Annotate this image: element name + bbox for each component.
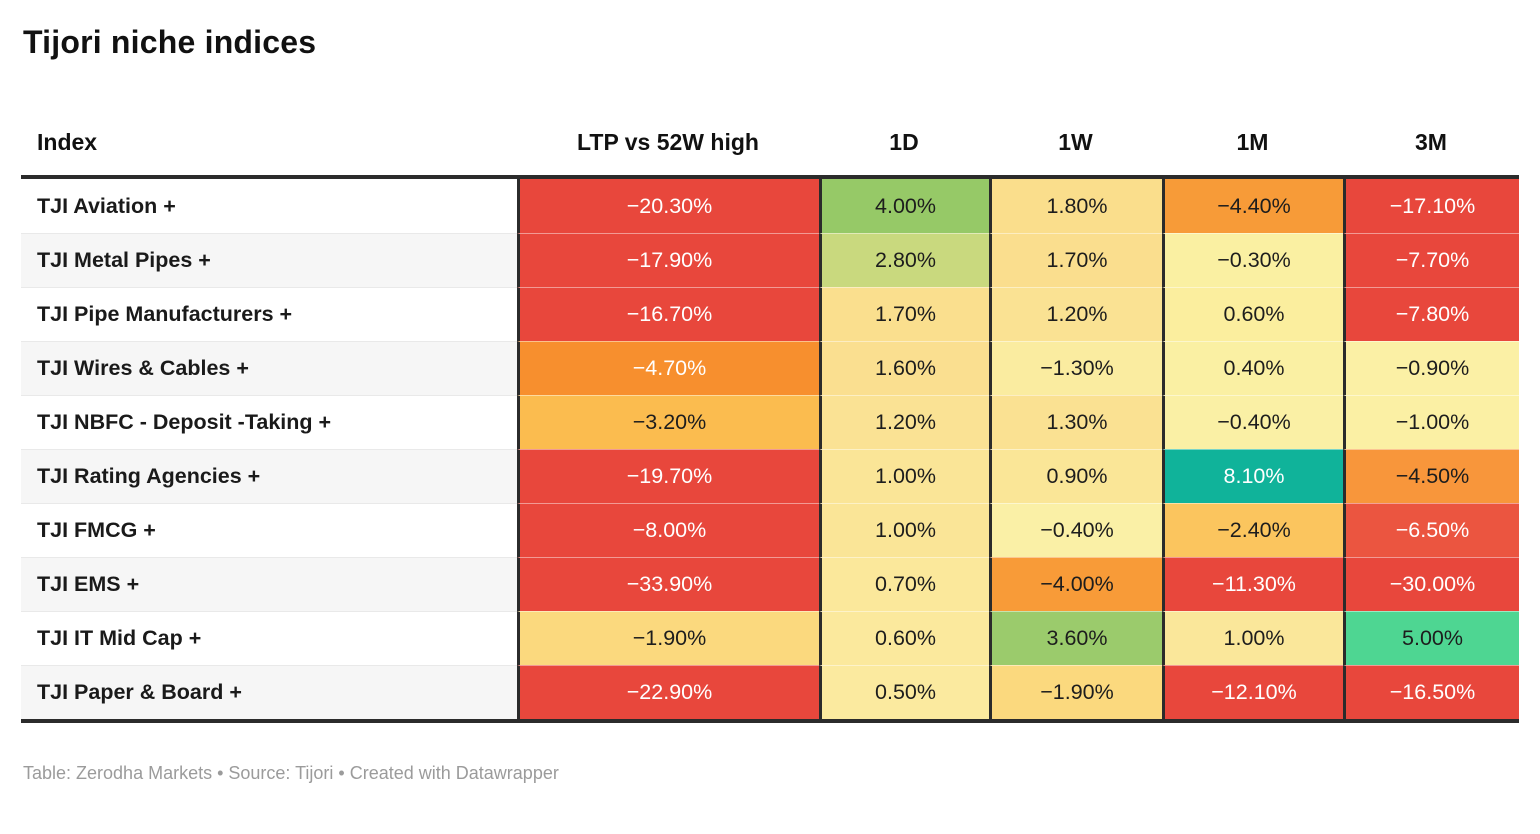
index-label: TJI IT Mid Cap + xyxy=(21,611,517,665)
value-cell: 2.80% xyxy=(819,233,989,287)
value-cell: −4.40% xyxy=(1162,179,1343,233)
value-cell: −19.70% xyxy=(517,449,819,503)
index-label: TJI Pipe Manufacturers + xyxy=(21,287,517,341)
value-cell: −1.90% xyxy=(517,611,819,665)
value-cell: −4.00% xyxy=(989,557,1162,611)
index-label: TJI Wires & Cables + xyxy=(21,341,517,395)
value-cell: 8.10% xyxy=(1162,449,1343,503)
value-cell: −17.10% xyxy=(1343,179,1519,233)
value-cell: −22.90% xyxy=(517,665,819,719)
value-cell: −12.10% xyxy=(1162,665,1343,719)
value-cell: 1.20% xyxy=(819,395,989,449)
value-cell: −8.00% xyxy=(517,503,819,557)
value-cell: 1.60% xyxy=(819,341,989,395)
value-cell: −3.20% xyxy=(517,395,819,449)
value-cell: 1.20% xyxy=(989,287,1162,341)
table-body: TJI Aviation + −20.30% 4.00% 1.80% −4.40% −17… xyxy=(21,179,1519,719)
value-cell: −4.70% xyxy=(517,341,819,395)
value-cell: 1.70% xyxy=(819,287,989,341)
table-footer-credit: Table: Zerodha Markets • Source: Tijori … xyxy=(23,763,559,783)
value-cell: −6.50% xyxy=(1343,503,1519,557)
datawrapper-table-page: Tijori niche indices Index LTP vs 52W hig… xyxy=(0,24,1540,834)
value-cell: 0.60% xyxy=(819,611,989,665)
table-row: TJI Paper & Board + −22.90% 0.50% −1.90% −12… xyxy=(21,665,1519,719)
table-row: TJI Rating Agencies + −19.70% 1.00% 0.90% 8.… xyxy=(21,449,1519,503)
value-cell: −0.30% xyxy=(1162,233,1343,287)
column-header-3m: 3M xyxy=(1415,128,1447,155)
value-cell: 0.60% xyxy=(1162,287,1343,341)
value-cell: 1.70% xyxy=(989,233,1162,287)
value-cell: −17.90% xyxy=(517,233,819,287)
value-cell: −7.80% xyxy=(1343,287,1519,341)
table-row: TJI FMCG + −8.00% 1.00% −0.40% −2.40% −6.50% xyxy=(21,503,1519,557)
value-cell: −11.30% xyxy=(1162,557,1343,611)
value-cell: 4.00% xyxy=(819,179,989,233)
table-row: TJI Aviation + −20.30% 4.00% 1.80% −4.40% −17… xyxy=(21,179,1519,233)
table-row: TJI EMS + −33.90% 0.70% −4.00% −11.30% −30.00… xyxy=(21,557,1519,611)
value-cell: −16.70% xyxy=(517,287,819,341)
value-cell: −16.50% xyxy=(1343,665,1519,719)
index-label: TJI Rating Agencies + xyxy=(21,449,517,503)
table-row: TJI Metal Pipes + −17.90% 2.80% 1.70% −0.30%… xyxy=(21,233,1519,287)
column-header-1w: 1W xyxy=(1058,128,1093,155)
value-cell: 1.30% xyxy=(989,395,1162,449)
table-row: TJI Wires & Cables + −4.70% 1.60% −1.30% 0.4… xyxy=(21,341,1519,395)
page-title: Tijori niche indices xyxy=(23,24,317,60)
value-cell: −20.30% xyxy=(517,179,819,233)
table-row: TJI NBFC - Deposit -Taking + −3.20% 1.20% 1… xyxy=(21,395,1519,449)
index-label: TJI NBFC - Deposit -Taking + xyxy=(21,395,517,449)
index-label: TJI Metal Pipes + xyxy=(21,233,517,287)
table-row: TJI IT Mid Cap + −1.90% 0.60% 3.60% 1.00% 5.0… xyxy=(21,611,1519,665)
value-cell: 3.60% xyxy=(989,611,1162,665)
value-cell: −0.90% xyxy=(1343,341,1519,395)
value-cell: 0.50% xyxy=(819,665,989,719)
value-cell: 0.70% xyxy=(819,557,989,611)
value-cell: −33.90% xyxy=(517,557,819,611)
value-cell: −7.70% xyxy=(1343,233,1519,287)
value-cell: 1.00% xyxy=(1162,611,1343,665)
value-cell: 1.00% xyxy=(819,503,989,557)
value-cell: −1.30% xyxy=(989,341,1162,395)
value-cell: −30.00% xyxy=(1343,557,1519,611)
column-header-ltp-vs-52w-high: LTP vs 52W high xyxy=(577,128,759,155)
value-cell: −2.40% xyxy=(1162,503,1343,557)
value-cell: 1.00% xyxy=(819,449,989,503)
table-row: TJI Pipe Manufacturers + −16.70% 1.70% 1.20… xyxy=(21,287,1519,341)
indices-table: Index LTP vs 52W high 1D 1W 1M 3M TJI Aviatio… xyxy=(21,109,1519,723)
index-label: TJI Paper & Board + xyxy=(21,665,517,719)
index-label: TJI EMS + xyxy=(21,557,517,611)
value-cell: −0.40% xyxy=(1162,395,1343,449)
column-header-1d: 1D xyxy=(889,128,919,155)
value-cell: 1.80% xyxy=(989,179,1162,233)
index-label: TJI FMCG + xyxy=(21,503,517,557)
index-label: TJI Aviation + xyxy=(37,193,176,218)
value-cell: 0.40% xyxy=(1162,341,1343,395)
value-cell: −1.90% xyxy=(989,665,1162,719)
value-cell: −4.50% xyxy=(1343,449,1519,503)
table-header-row: Index LTP vs 52W high 1D 1W 1M 3M xyxy=(21,109,1519,179)
value-cell: −0.40% xyxy=(989,503,1162,557)
value-cell: 0.90% xyxy=(989,449,1162,503)
column-header-index: Index xyxy=(37,128,98,155)
column-header-1m: 1M xyxy=(1236,128,1269,155)
value-cell: −1.00% xyxy=(1343,395,1519,449)
value-cell: 5.00% xyxy=(1343,611,1519,665)
